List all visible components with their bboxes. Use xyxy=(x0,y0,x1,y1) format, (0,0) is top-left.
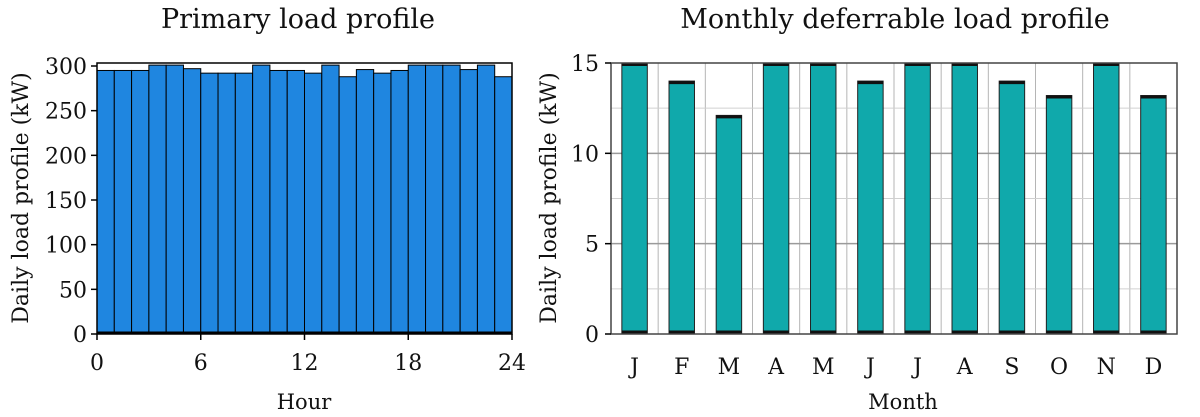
primary-x-tick-label: 18 xyxy=(394,351,422,376)
primary-y-tick-label: 200 xyxy=(45,144,87,169)
deferrable-x-tick-label: D xyxy=(1145,355,1163,380)
primary-bar-hour-6 xyxy=(200,72,219,335)
primary-bar-hour-22 xyxy=(476,64,496,335)
deferrable-bar-9 xyxy=(998,80,1026,335)
deferrable-x-tick-label: N xyxy=(1097,355,1116,380)
primary-x-axis-label: Hour xyxy=(277,390,332,414)
deferrable-x-tick-label: J xyxy=(911,355,922,380)
deferrable-bar-12 xyxy=(1140,95,1167,335)
deferrable-load-chart: Monthly deferrable load profile 0 5 10 15 J… xyxy=(537,4,1178,414)
primary-bar-hour-2 xyxy=(131,69,150,335)
deferrable-y-tick-label: 15 xyxy=(571,52,599,77)
primary-bar-hour-12 xyxy=(304,72,323,335)
deferrable-x-tick-label: O xyxy=(1050,355,1068,380)
deferrable-x-tick-label: A xyxy=(767,355,785,380)
primary-bar-hour-14 xyxy=(338,76,357,335)
deferrable-plot-frame xyxy=(610,62,1178,335)
deferrable-x-tick-label: J xyxy=(864,355,875,380)
primary-bar-hour-18 xyxy=(407,64,427,335)
deferrable-y-axis-label: Daily load profile (kW) xyxy=(537,72,562,323)
deferrable-x-tick-label: A xyxy=(956,355,974,380)
primary-load-chart: Primary load profile 050100150200250300 … xyxy=(9,4,526,414)
primary-bar-hour-17 xyxy=(390,69,409,335)
primary-x-tick-label: 6 xyxy=(194,351,208,376)
deferrable-bar-7 xyxy=(904,62,931,335)
deferrable-x-tick-label: F xyxy=(674,355,689,380)
primary-y-tick-label: 50 xyxy=(59,278,87,303)
primary-bar-hour-0 xyxy=(96,69,115,335)
primary-y-tick-label: 0 xyxy=(73,323,87,348)
deferrable-bar-6 xyxy=(857,80,884,335)
primary-x-ticks: 0 6 12 18 24 xyxy=(90,334,526,376)
primary-y-tick-label: 100 xyxy=(45,234,87,259)
primary-bar-hour-9 xyxy=(252,64,271,335)
deferrable-x-axis-label: Month xyxy=(868,390,938,414)
primary-bar-hour-7 xyxy=(217,72,236,335)
primary-y-axis-label: Daily load profile (kW) xyxy=(9,72,34,323)
primary-bar-hour-11 xyxy=(286,69,305,335)
primary-bar-hour-13 xyxy=(321,64,340,335)
deferrable-y-tick-label: 0 xyxy=(585,323,599,348)
primary-bar-hour-15 xyxy=(355,69,375,335)
primary-y-ticks: 0 50 100 150 200 250 300 xyxy=(45,55,97,348)
deferrable-chart-title: Monthly deferrable load profile xyxy=(680,4,1110,35)
primary-y-tick-label: 300 xyxy=(45,55,87,80)
primary-bar-hour-3 xyxy=(148,64,167,335)
deferrable-x-tick-label: S xyxy=(1004,355,1019,380)
primary-x-tick-label: 12 xyxy=(291,351,319,376)
primary-x-tick-label: 24 xyxy=(498,351,526,376)
deferrable-bar-11 xyxy=(1093,62,1120,335)
primary-bar-hour-20 xyxy=(442,64,461,335)
deferrable-y-tick-label: 10 xyxy=(571,142,599,167)
primary-bar-hour-10 xyxy=(269,69,288,335)
deferrable-bar-4 xyxy=(762,62,790,335)
primary-y-tick-label: 250 xyxy=(45,100,87,125)
primary-bar-hour-23 xyxy=(494,76,513,335)
deferrable-y-ticks: 0 5 10 15 xyxy=(571,52,611,348)
primary-x-tick-label: 0 xyxy=(90,351,104,376)
primary-bar-hour-8 xyxy=(234,72,254,335)
deferrable-x-tick-label: J xyxy=(628,355,639,380)
deferrable-bar-3 xyxy=(715,114,743,335)
primary-bar-hour-21 xyxy=(459,69,478,335)
deferrable-bar-10 xyxy=(1045,95,1073,335)
deferrable-bar-2 xyxy=(668,80,695,335)
primary-bar-hour-16 xyxy=(373,72,392,335)
deferrable-x-tick-label: M xyxy=(718,355,741,380)
deferrable-bars xyxy=(621,62,1167,335)
deferrable-bar-1 xyxy=(621,62,648,335)
primary-bars xyxy=(96,64,513,335)
primary-bar-hour-4 xyxy=(165,64,184,335)
primary-bar-hour-5 xyxy=(182,68,202,335)
deferrable-bar-8 xyxy=(951,62,978,335)
deferrable-y-tick-label: 5 xyxy=(585,233,599,258)
primary-y-tick-label: 150 xyxy=(45,189,87,214)
primary-bar-hour-19 xyxy=(425,64,444,335)
deferrable-gridlines xyxy=(611,63,1177,334)
deferrable-x-tick-label: M xyxy=(812,355,835,380)
primary-chart-title: Primary load profile xyxy=(161,4,435,35)
deferrable-bar-5 xyxy=(810,62,837,335)
primary-bar-hour-1 xyxy=(113,69,133,335)
